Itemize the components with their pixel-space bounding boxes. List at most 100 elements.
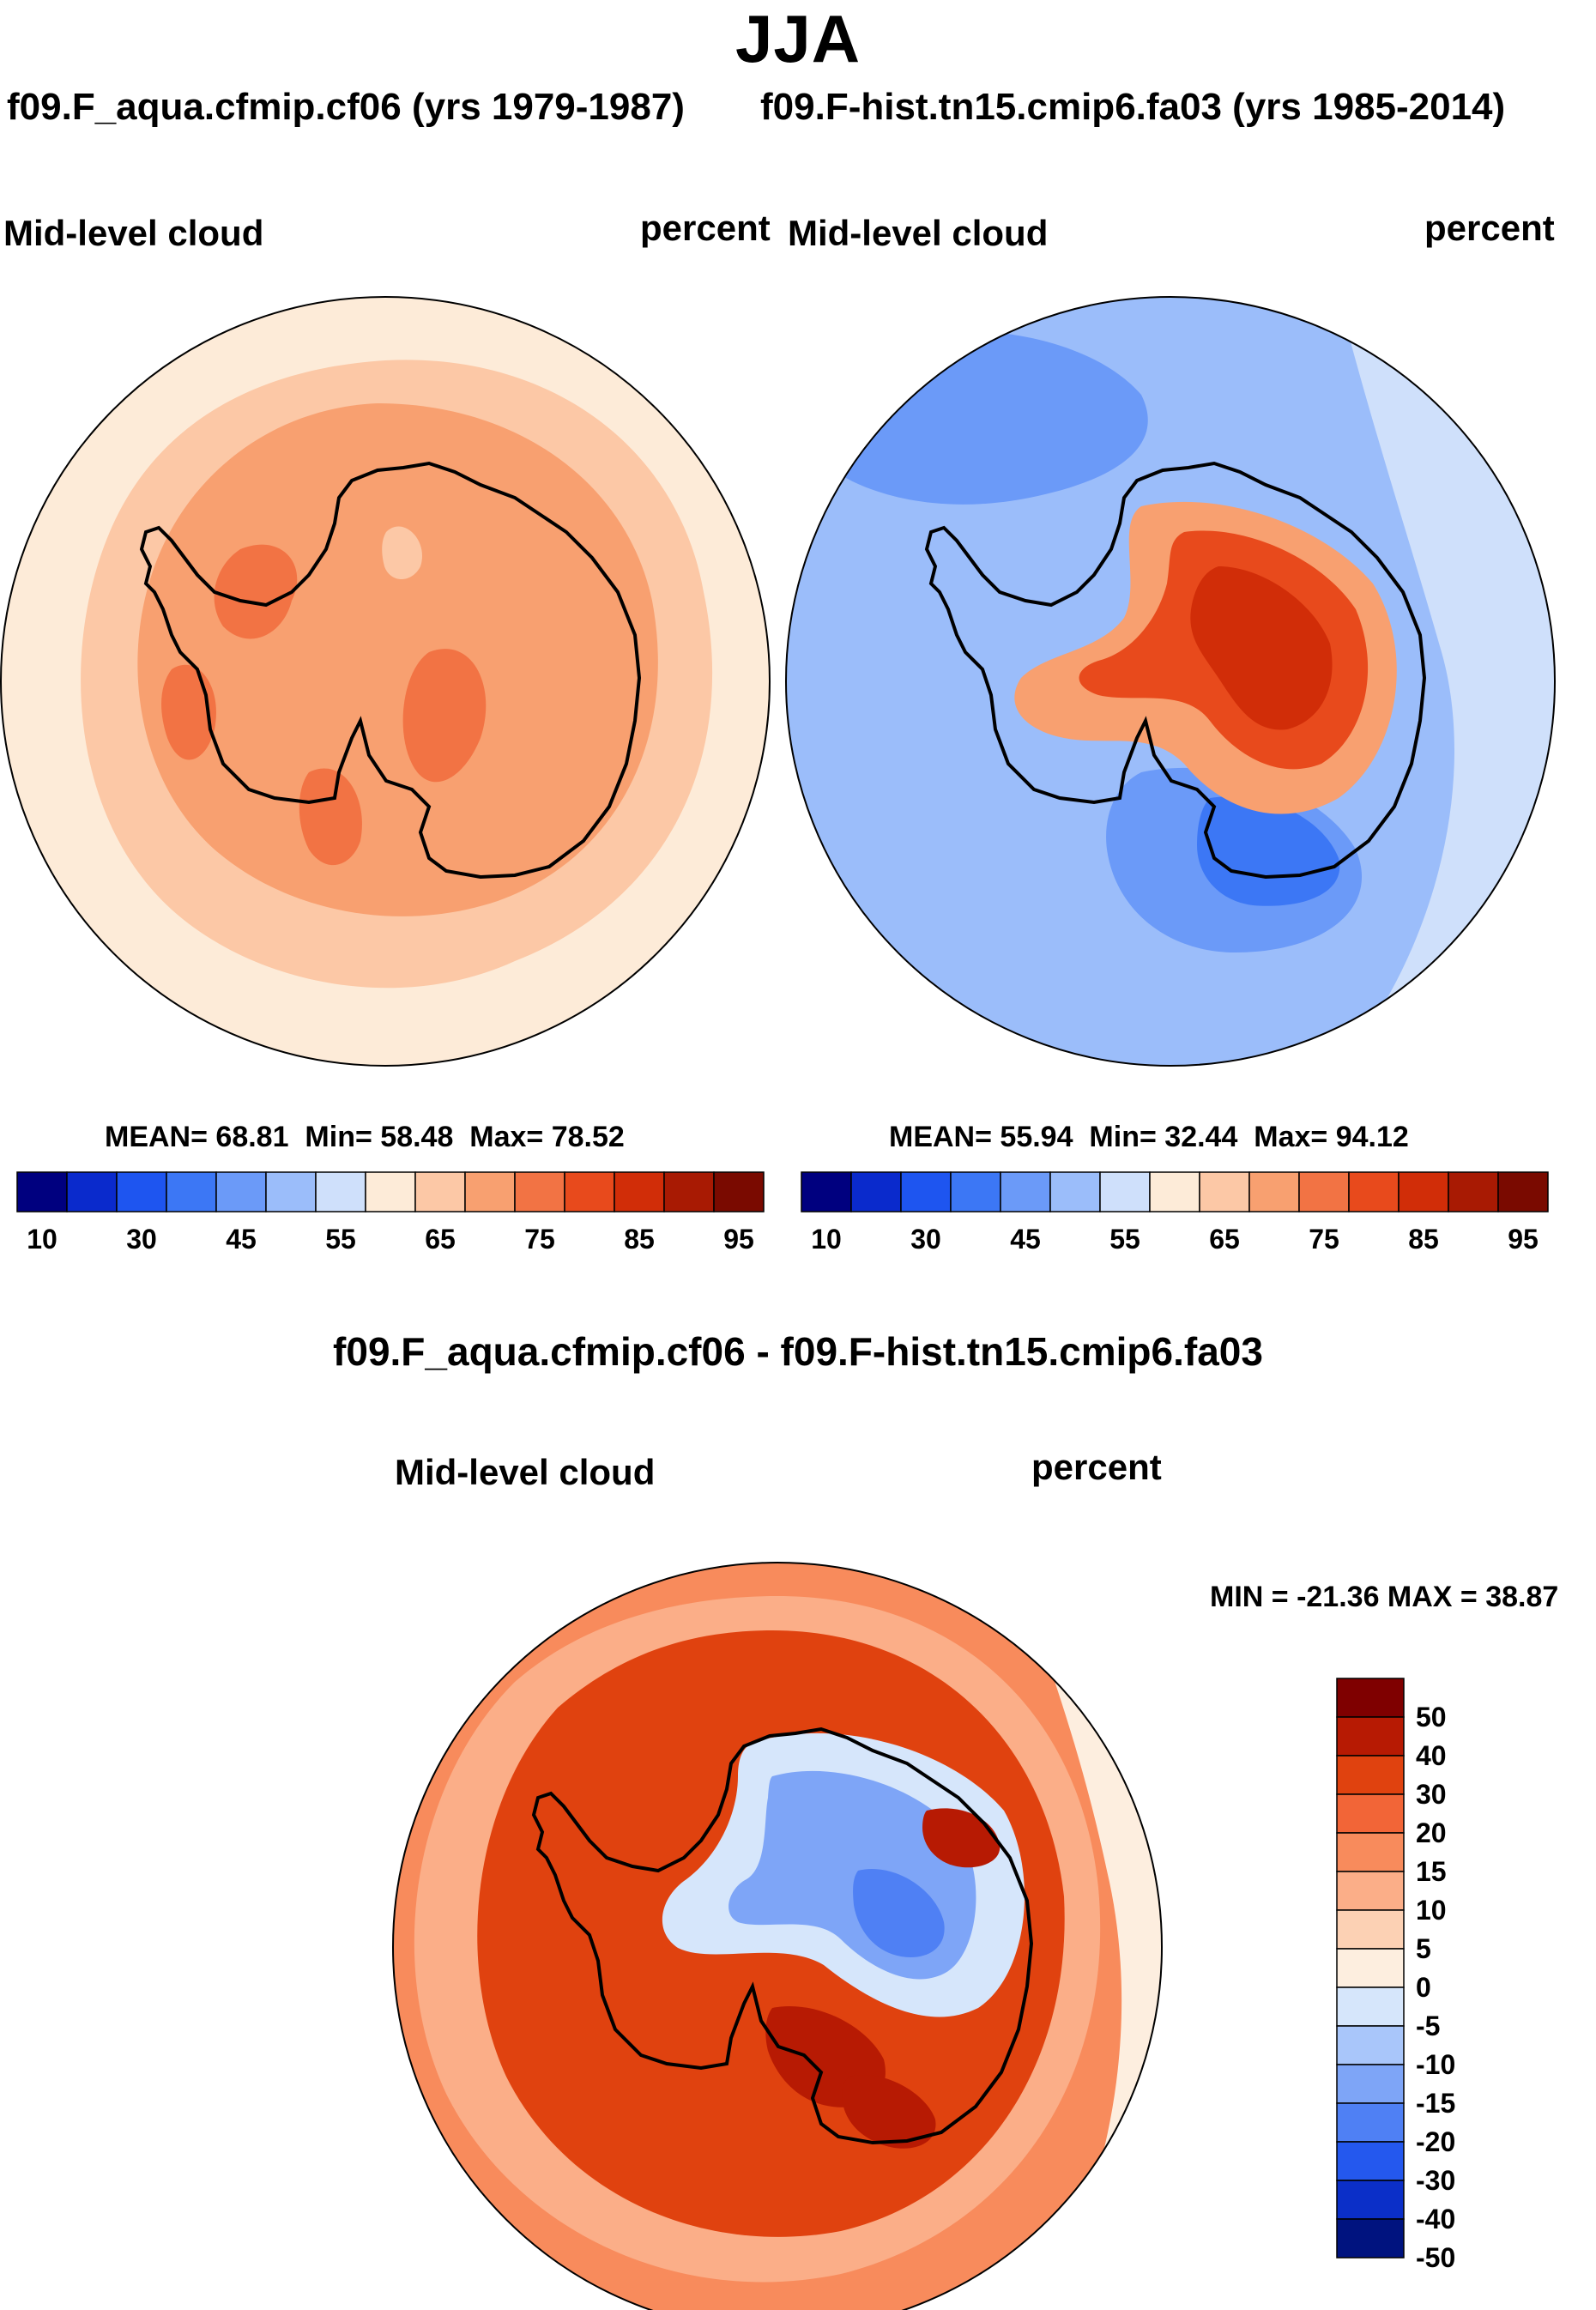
tl-patch2-region	[402, 649, 487, 783]
top-right-colorbar-tick-label: 75	[1309, 1224, 1339, 1255]
top-left-colorbar-tick-label: 85	[624, 1224, 655, 1255]
diff-colorbar-tick-label: 20	[1416, 1817, 1447, 1848]
diff-colorbar-cell	[1336, 1755, 1405, 1795]
top-right-colorbar-cell	[1149, 1171, 1200, 1212]
diff-colorbar-cell	[1336, 1793, 1405, 1834]
diff-colorbar-tick-label: 40	[1416, 1740, 1447, 1771]
coastline	[139, 461, 642, 880]
diff-colorbar-cell	[1336, 1678, 1405, 1718]
diff-colorbar-tick-label: 15	[1416, 1856, 1447, 1887]
coastline	[924, 461, 1427, 880]
diff-colorbar-cell	[1336, 2218, 1405, 2259]
tl-patch1-region	[214, 544, 298, 639]
top-right-colorbar-cell	[1448, 1171, 1499, 1212]
diff-colorbar-tick-label: -50	[1416, 2242, 1456, 2273]
b-pos1-region	[922, 1808, 1001, 1868]
top-left-colorbar-cell	[116, 1171, 167, 1212]
top-right-variable-label: Mid-level cloud	[788, 213, 1049, 253]
top-left-colorbar-cell	[315, 1171, 366, 1212]
diff-colorbar-cell	[1336, 1909, 1405, 1950]
top-left-colorbar-cell	[663, 1171, 715, 1212]
bottom-map-border	[392, 1562, 1163, 2310]
b-neg3-region	[853, 1869, 945, 1957]
top-right-colorbar-cell	[1049, 1171, 1101, 1212]
top-left-polar-map	[0, 296, 771, 1067]
tr-warm3-region	[1190, 566, 1333, 730]
top-left-colorbar-cell	[365, 1171, 416, 1212]
diff-colorbar-cell	[1336, 1832, 1405, 1872]
diff-colorbar-cell	[1336, 2102, 1405, 2143]
diff-colorbar-tick-label: 0	[1416, 1972, 1431, 2003]
diff-colorbar-tick-label: 30	[1416, 1779, 1447, 1810]
tl-mid-region	[137, 403, 658, 916]
top-right-colorbar-tick-label: 65	[1209, 1224, 1240, 1255]
top-left-colorbar-cell	[514, 1171, 565, 1212]
diff-colorbar-cell	[1336, 1986, 1405, 2027]
diff-colorbar-tick-label: -30	[1416, 2165, 1456, 2196]
top-left-colorbar-tick-label: 55	[325, 1224, 356, 1255]
top-left-colorbar-cell	[66, 1171, 118, 1212]
top-right-units-label: percent	[1424, 208, 1555, 248]
diff-colorbar-cell	[1336, 2141, 1405, 2181]
diff-colorbar-tick-label: 50	[1416, 1702, 1447, 1732]
bottom-polar-map	[392, 1562, 1163, 2310]
top-left-colorbar-cell	[464, 1171, 516, 1212]
top-right-colorbar-tick-label: 95	[1508, 1224, 1539, 1255]
diff-colorbar-tick-label: 10	[1416, 1895, 1447, 1926]
diff-colorbar-cell	[1336, 1716, 1405, 1757]
top-left-colorbar-cell	[614, 1171, 665, 1212]
top-left-map-border	[0, 296, 771, 1067]
top-left-colorbar-tick-label: 75	[524, 1224, 555, 1255]
diff-colorbar-cell	[1336, 2180, 1405, 2220]
top-right-map-border	[785, 296, 1556, 1067]
diff-colorbar-cell	[1336, 1948, 1405, 1988]
diff-colorbar-tick-label: -10	[1416, 2049, 1456, 2080]
tr-deep1-region	[1197, 796, 1340, 906]
bottom-units-label: percent	[1031, 1447, 1162, 1487]
top-right-colorbar-cell	[1298, 1171, 1350, 1212]
top-right-colorbar-cell	[900, 1171, 952, 1212]
top-right-colorbar-cell	[1497, 1171, 1549, 1212]
diff-colorbar-cell	[1336, 2064, 1405, 2104]
top-left-units-label: percent	[640, 208, 771, 248]
top-left-colorbar-cell	[16, 1171, 68, 1212]
bottom-variable-label: Mid-level cloud	[395, 1452, 656, 1492]
top-right-colorbar-cell	[1248, 1171, 1300, 1212]
top-right-colorbar-cell	[1000, 1171, 1051, 1212]
tl-patch5-region	[382, 526, 422, 579]
top-right-colorbar-cell	[1398, 1171, 1449, 1212]
top-right-colorbar-tick-label: 30	[910, 1224, 941, 1255]
top-right-colorbar	[801, 1171, 1549, 1212]
top-left-colorbar-tick-label: 95	[723, 1224, 754, 1255]
diff-colorbar-tick-label: -20	[1416, 2126, 1456, 2157]
top-left-colorbar-cell	[166, 1171, 217, 1212]
top-right-colorbar-cell	[850, 1171, 902, 1212]
top-left-colorbar-tick-label: 45	[226, 1224, 257, 1255]
diff-colorbar-tick-label: -5	[1416, 2011, 1441, 2041]
left-case-title: f09.F_aqua.cfmip.cf06 (yrs 1979-1987)	[7, 86, 685, 128]
diff-colorbar-cell	[1336, 1871, 1405, 1911]
b-pos3-region	[842, 2075, 936, 2149]
diff-colorbar-tick-label: -40	[1416, 2204, 1456, 2234]
top-left-colorbar-tick-label: 30	[126, 1224, 157, 1255]
top-right-colorbar-tick-label: 45	[1010, 1224, 1041, 1255]
top-right-colorbar-cell	[801, 1171, 852, 1212]
top-left-colorbar-cell	[713, 1171, 765, 1212]
diff-colorbar	[1336, 1678, 1405, 2259]
top-left-colorbar-cell	[564, 1171, 615, 1212]
main-title: JJA	[735, 1, 861, 76]
diff-colorbar-tick-label: 5	[1416, 1933, 1431, 1964]
top-left-variable-label: Mid-level cloud	[3, 213, 264, 253]
top-right-colorbar-tick-label: 55	[1109, 1224, 1140, 1255]
top-right-colorbar-tick-label: 10	[811, 1224, 842, 1255]
top-right-colorbar-cell	[1199, 1171, 1250, 1212]
top-left-colorbar-cell	[414, 1171, 466, 1212]
diff-colorbar-cell	[1336, 2025, 1405, 2065]
right-case-title: f09.F-hist.tn15.cmip6.fa03 (yrs 1985-201…	[760, 86, 1506, 128]
top-right-colorbar-tick-label: 85	[1408, 1224, 1439, 1255]
tl-patch4-region	[299, 768, 362, 866]
top-right-stats: MEAN= 55.94 Min= 32.44 Max= 94.12	[889, 1121, 1409, 1153]
diff-colorbar-tick-label: -15	[1416, 2088, 1456, 2119]
top-left-colorbar-tick-label: 65	[425, 1224, 456, 1255]
